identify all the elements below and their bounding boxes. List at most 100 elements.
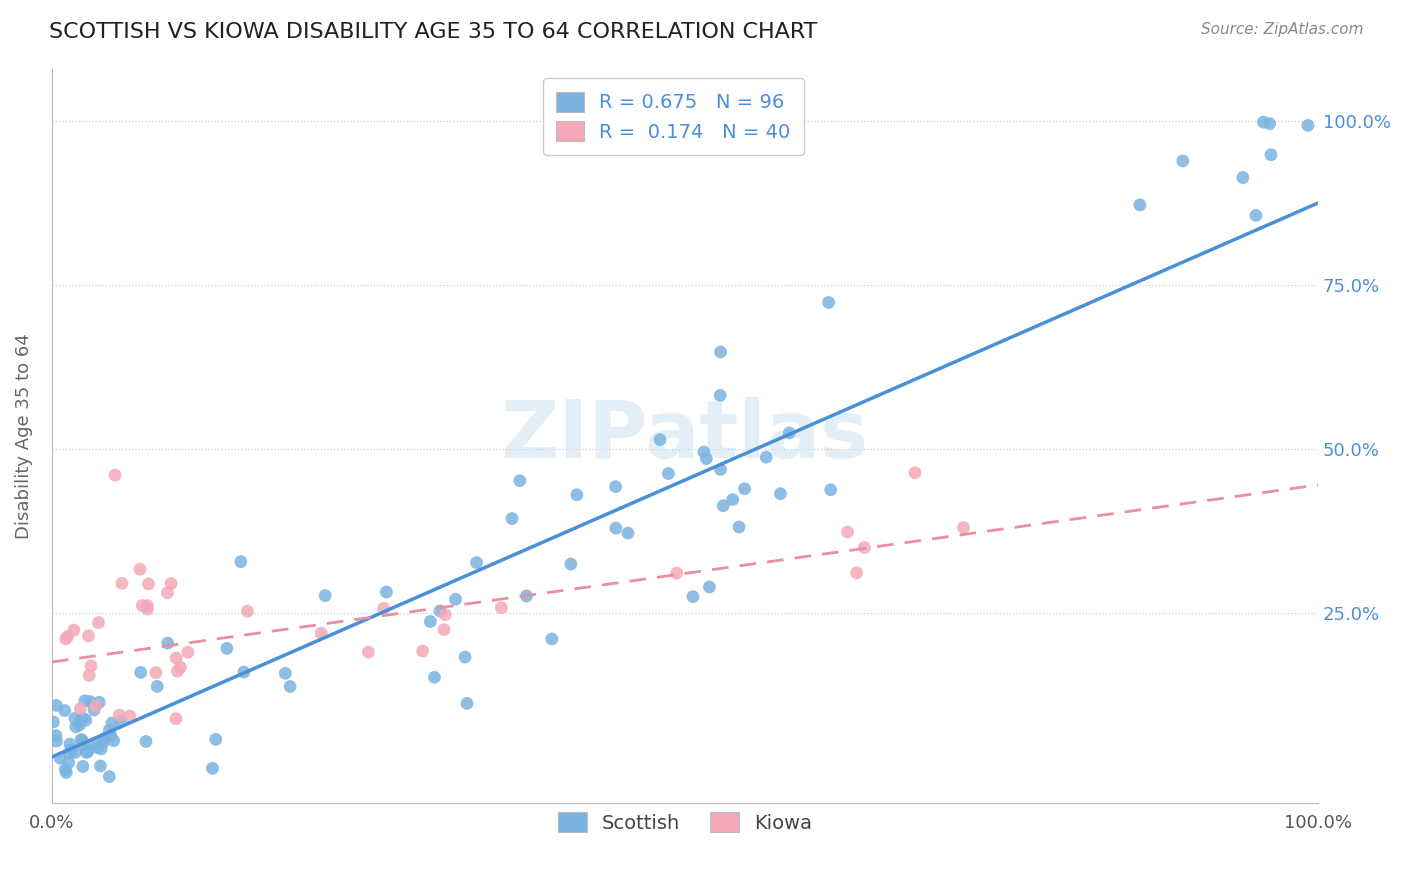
Point [309,626,332,640]
Point [84,699,107,714]
Point [160,576,183,591]
Point [778,425,800,440]
Point [145,665,167,680]
Point [509,474,531,488]
Point [419,615,441,629]
Point [45,698,67,713]
Point [1258,117,1281,131]
Point [129,562,152,576]
Legend: Scottish, Kiowa: Scottish, Kiowa [546,801,824,845]
Point [70,732,93,747]
Point [156,586,179,600]
Point [108,708,131,723]
Point [1129,198,1152,212]
Point [110,714,132,729]
Point [58,746,80,760]
Point [87,615,110,630]
Point [215,641,238,656]
Point [63,623,86,637]
Point [83,737,105,751]
Point [129,665,152,680]
Text: ZIPatlas: ZIPatlas [501,397,869,475]
Point [709,462,731,476]
Point [70,733,93,747]
Point [232,665,254,679]
Text: Source: ZipAtlas.com: Source: ZipAtlas.com [1201,22,1364,37]
Point [49,751,72,765]
Point [65,746,87,760]
Point [837,524,859,539]
Point [103,733,125,747]
Point [236,604,259,618]
Point [491,600,513,615]
Point [104,468,127,483]
Point [69,714,91,728]
Point [59,737,82,751]
Point [89,759,111,773]
Point [75,713,97,727]
Point [709,388,731,402]
Point [204,732,226,747]
Point [55,765,77,780]
Point [79,694,101,708]
Point [42,714,65,729]
Point [58,756,80,770]
Point [314,589,336,603]
Point [853,541,876,555]
Point [80,659,103,673]
Point [55,632,77,646]
Point [541,632,564,646]
Point [515,589,537,603]
Point [412,644,434,658]
Y-axis label: Disability Age 35 to 64: Disability Age 35 to 64 [15,333,32,539]
Point [135,734,157,748]
Point [1296,119,1319,133]
Point [710,345,733,359]
Point [63,711,86,725]
Point [77,629,100,643]
Point [65,720,87,734]
Point [665,566,688,580]
Point [904,466,927,480]
Point [454,650,477,665]
Point [357,645,380,659]
Point [711,499,734,513]
Point [72,711,94,725]
Point [695,451,717,466]
Point [69,718,91,732]
Point [1171,153,1194,168]
Point [769,486,792,500]
Point [433,623,456,637]
Point [45,729,67,743]
Point [101,716,124,731]
Point [501,511,523,525]
Point [755,450,778,465]
Point [45,734,67,748]
Point [118,709,141,723]
Point [94,731,117,746]
Point [90,742,112,756]
Point [560,557,582,571]
Point [657,467,679,481]
Point [86,740,108,755]
Point [156,636,179,650]
Point [693,445,716,459]
Point [820,483,842,497]
Point [429,604,451,618]
Point [1260,148,1282,162]
Point [72,759,94,773]
Point [98,723,121,737]
Point [98,770,121,784]
Point [375,585,398,599]
Point [69,701,91,715]
Point [817,295,839,310]
Point [605,480,627,494]
Point [131,599,153,613]
Point [201,761,224,775]
Point [53,763,76,777]
Point [605,521,627,535]
Point [77,744,100,758]
Point [83,703,105,717]
Point [423,670,446,684]
Point [1253,115,1275,129]
